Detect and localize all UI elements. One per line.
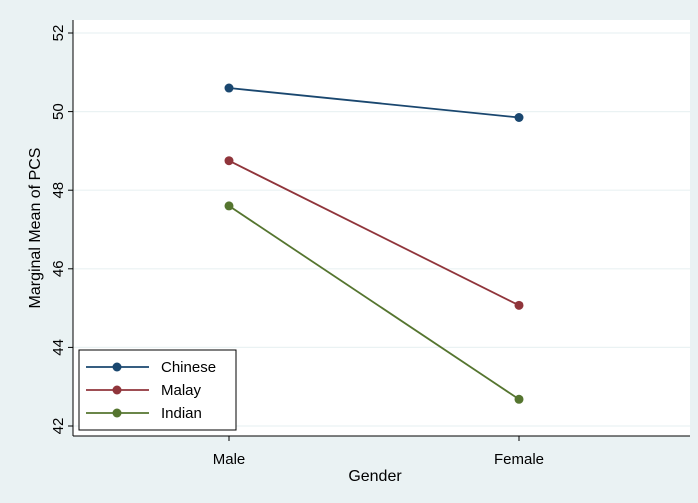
axes: 42 44 46 48 50 52 Male Female	[50, 20, 690, 468]
x-axis-label: Gender	[348, 468, 402, 485]
legend-swatch-marker	[112, 362, 122, 372]
series-line-indian	[228, 205, 520, 401]
y-tick-label: 46	[50, 260, 67, 277]
y-axis-label: Marginal Mean of PCS	[27, 148, 44, 309]
legend-swatch-marker	[112, 408, 122, 418]
series-point-chinese	[514, 112, 524, 122]
series-point-indian	[514, 394, 524, 404]
series-point-malay	[224, 156, 234, 166]
x-tick-label: Female	[494, 451, 544, 468]
series-point-chinese	[224, 83, 234, 93]
series-layer	[224, 83, 524, 404]
x-tick-label: Male	[213, 451, 246, 468]
y-tick-label: 48	[50, 182, 67, 199]
y-tick-label: 52	[50, 25, 67, 42]
legend-swatch-marker	[112, 385, 122, 395]
legend-label-indian: Indian	[161, 405, 202, 422]
series-line-malay	[228, 159, 520, 307]
y-tick-label: 50	[50, 103, 67, 120]
series-line-chinese	[228, 87, 520, 119]
series-point-malay	[514, 300, 524, 310]
series-point-indian	[224, 201, 234, 211]
y-tick-label: 42	[50, 418, 67, 435]
y-tick-label: 44	[50, 339, 67, 356]
legend-label-malay: Malay	[161, 382, 202, 399]
legend: Chinese Malay Indian	[78, 349, 237, 431]
legend-label-chinese: Chinese	[161, 359, 216, 376]
